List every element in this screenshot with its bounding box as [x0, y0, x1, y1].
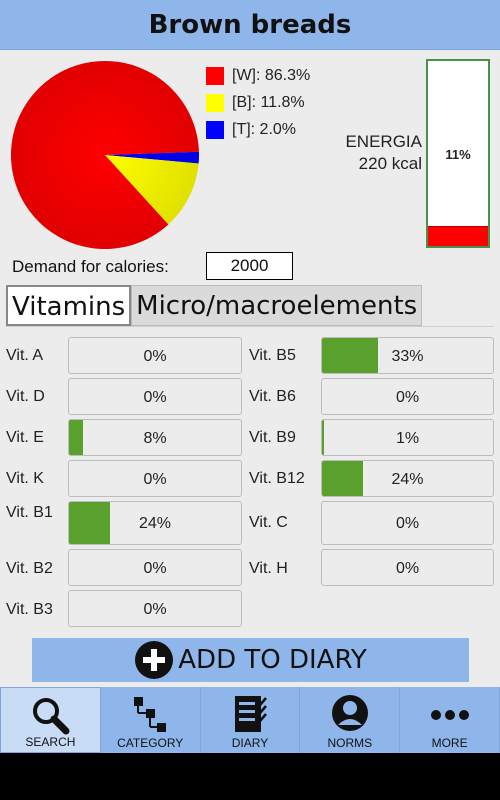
title-bar: Brown breads: [0, 0, 500, 50]
tab-divider: [6, 326, 494, 327]
vitamin-percent: 24%: [391, 471, 424, 488]
vitamin-bar: 0%: [68, 549, 242, 586]
vitamin-bar: 0%: [321, 549, 494, 586]
legend-item-b: [B]: 11.8%: [206, 93, 305, 113]
bottom-nav: SEARCH CATEGORY: [0, 687, 500, 753]
vitamin-percent: 0%: [143, 601, 167, 618]
vitamin-percent: 0%: [395, 560, 420, 577]
vitamin-bar-fill: [69, 420, 83, 455]
vitamin-bar-fill: [322, 461, 364, 496]
legend-swatch: [206, 94, 224, 112]
vitamin-label: Vit. B5: [249, 347, 296, 364]
vitamin-label: Vit. C: [249, 514, 288, 531]
vitamin-bar-fill: [69, 502, 111, 544]
nav-more[interactable]: MORE: [400, 687, 500, 753]
legend-swatch: [206, 67, 224, 85]
vitamin-bar: 1%: [321, 419, 494, 456]
legend-swatch: [206, 121, 224, 139]
vitamin-label: Vit. E: [6, 429, 44, 446]
nav-search[interactable]: SEARCH: [0, 687, 101, 753]
vitamin-bar: 0%: [68, 337, 242, 374]
vitamin-bar: 0%: [68, 590, 242, 627]
energy-bar-fill: [428, 225, 488, 246]
vitamin-label: Vit. B1: [6, 504, 53, 521]
energy-title: ENERGIA: [345, 132, 422, 151]
vitamin-bar: 0%: [68, 460, 242, 497]
tab-vitamins[interactable]: Vitamins: [6, 285, 132, 326]
nav-label: NORMS: [327, 736, 373, 750]
page-title: Brown breads: [148, 10, 352, 40]
legend-text: [T]: 2.0%: [232, 121, 297, 138]
nav-label: DIARY: [231, 736, 269, 750]
energy-bar: 11%: [426, 59, 490, 248]
tab-micro-macroelements[interactable]: Micro/macroelements: [131, 285, 423, 326]
vitamin-bar: 0%: [321, 501, 494, 545]
app-screen: Brown breads [W]: 86.3% [B]: 11.8% [T]: …: [0, 0, 500, 753]
legend-text: [W]: 86.3%: [232, 67, 311, 84]
vitamin-bar: 24%: [321, 460, 494, 497]
energy-percent: 11%: [445, 147, 471, 162]
legend-text: [B]: 11.8%: [232, 94, 305, 111]
add-to-diary-label: ADD TO DIARY: [178, 645, 367, 675]
nav-label: MORE: [431, 736, 468, 750]
vitamin-percent: 24%: [138, 515, 172, 532]
vitamin-percent: 1%: [395, 430, 420, 447]
vitamin-percent: 0%: [395, 389, 420, 406]
vitamin-percent: 33%: [391, 348, 424, 365]
macro-pie-chart: [10, 61, 199, 250]
search-icon: [33, 698, 70, 735]
vitamin-label: Vit. B3: [6, 601, 53, 618]
add-to-diary-button[interactable]: ADD TO DIARY: [32, 638, 469, 682]
vitamin-label: Vit. B9: [249, 429, 296, 446]
nav-label: CATEGORY: [117, 736, 184, 750]
vitamin-bar-fill: [322, 338, 379, 373]
demand-label: Demand for calories:: [12, 257, 169, 276]
more-dots-icon: [430, 710, 469, 720]
vitamin-percent: 0%: [143, 389, 167, 406]
energy-value: 220 kcal: [358, 154, 422, 173]
vitamin-percent: 0%: [143, 348, 167, 365]
nav-diary[interactable]: DIARY: [201, 687, 301, 753]
vitamin-percent: 0%: [143, 471, 167, 488]
vitamin-bar: 33%: [321, 337, 494, 374]
nav-norms[interactable]: NORMS: [300, 687, 401, 753]
tab-bar: Vitamins Micro/macroelements: [6, 285, 423, 326]
category-tree-icon: [134, 697, 167, 732]
vitamin-label: Vit. A: [6, 347, 44, 364]
vitamin-bar: 0%: [321, 378, 494, 415]
vitamin-label: Vit. B6: [249, 388, 296, 405]
vitamin-label: Vit. B12: [249, 470, 305, 487]
vitamin-percent: 0%: [395, 515, 420, 532]
vitamin-bar-fill: [322, 420, 324, 455]
vitamin-bar: 8%: [68, 419, 242, 456]
plus-circle-icon: [135, 641, 174, 679]
legend-item-t: [T]: 2.0%: [206, 120, 296, 140]
vitamin-percent: 0%: [143, 560, 167, 577]
vitamin-label: Vit. K: [6, 470, 44, 487]
nav-category[interactable]: CATEGORY: [101, 687, 201, 753]
nav-label: SEARCH: [25, 735, 76, 749]
demand-input[interactable]: 2000: [206, 252, 293, 280]
vitamin-bar: 0%: [68, 378, 242, 415]
vitamin-bar: 24%: [68, 501, 242, 545]
vitamin-percent: 8%: [143, 430, 167, 447]
vitamin-label: Vit. H: [249, 560, 288, 577]
vitamin-label: Vit. D: [6, 388, 45, 405]
energy-label: ENERGIA 220 kcal: [322, 131, 422, 175]
legend-item-w: [W]: 86.3%: [206, 66, 310, 86]
vitamin-label: Vit. B2: [6, 560, 53, 577]
user-icon: [331, 695, 368, 731]
diary-checklist-icon: [234, 696, 267, 732]
